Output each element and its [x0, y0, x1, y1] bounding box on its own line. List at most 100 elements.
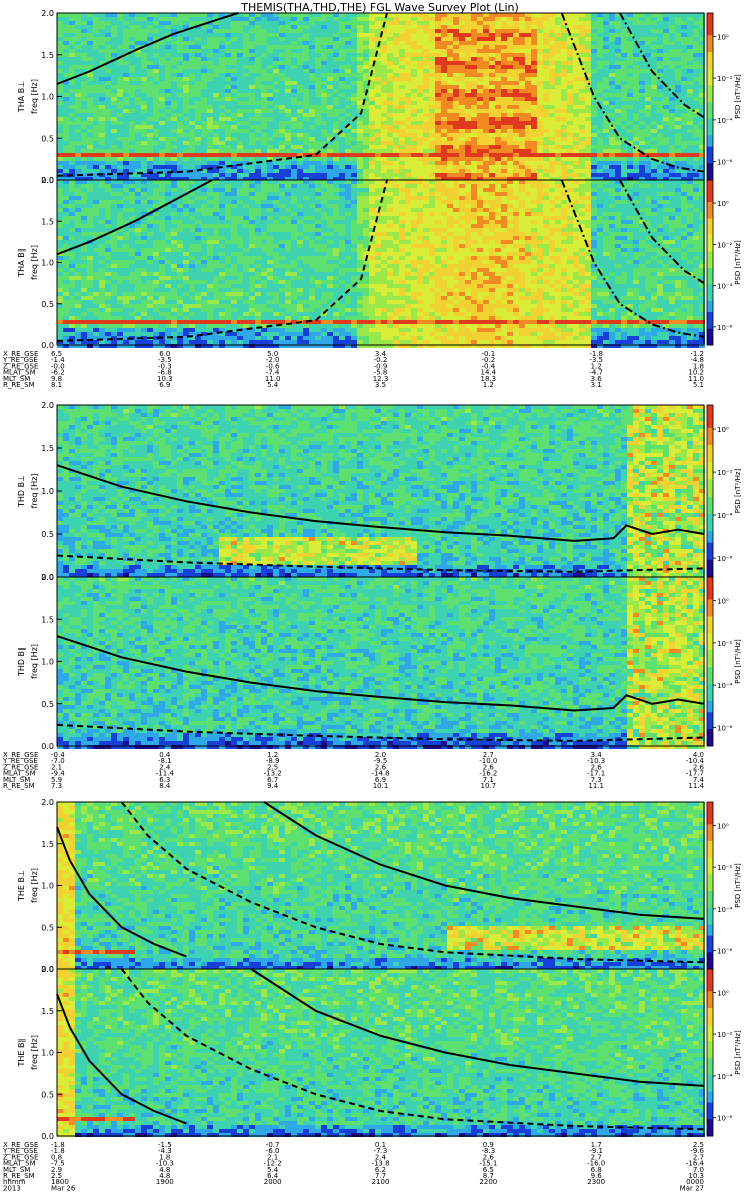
y-axis-label: THE B⊥	[17, 870, 26, 902]
ephemeris-value: 2000	[264, 1178, 282, 1186]
ephemeris-value: 2100	[372, 1178, 390, 1186]
ephemeris-value: 5.1	[693, 381, 704, 389]
colorbar-tick-label: 10⁻²	[717, 75, 733, 83]
y-axis-unit: freq [Hz]	[30, 245, 39, 280]
y-axis-unit: freq [Hz]	[30, 1035, 39, 1070]
colorbar-tick-label: 10⁻²	[717, 469, 733, 477]
ephemeris-value: 1.2	[483, 381, 494, 389]
y-tick-label: 0.5	[41, 134, 54, 143]
colorbar-tick-label: 10⁻⁶	[717, 555, 733, 563]
y-tick-label: 0.0	[41, 742, 54, 751]
ephemeris-row-label: 2013	[3, 1184, 21, 1192]
colorbar-label: PSD [nT²/Hz]	[734, 1030, 742, 1075]
colorbar-label: PSD [nT²/Hz]	[734, 74, 742, 119]
y-tick-label: 1.5	[41, 615, 54, 624]
ephemeris-value: 8.4	[159, 782, 171, 790]
colorbar-tick-label: 10⁻⁴	[717, 906, 733, 914]
spectrogram-panel-the-par: 0.0 0.5 1.0 1.5 2.0 THE B∥ freq [Hz] 10⁰ 10⁻² 10⁻…	[17, 965, 742, 1141]
colorbar-tick-label: 10⁻⁶	[717, 948, 733, 956]
y-axis-unit: freq [Hz]	[30, 474, 39, 509]
ephemeris-value: 5.4	[267, 381, 279, 389]
colorbar-tick-label: 10⁰	[717, 426, 729, 434]
y-axis-label: THD B⊥	[17, 475, 26, 508]
ephemeris-table: X_RE_GSEY_RE_GSEZ_RE_GSEMLAT_SMMLT_SMR_R…	[2, 751, 705, 790]
y-axis-label: THE B∥	[17, 1039, 26, 1068]
y-axis-unit: freq [Hz]	[30, 868, 39, 903]
y-tick-label: 0.0	[41, 1132, 54, 1141]
colorbar-tick-label: 10⁻²	[717, 1031, 733, 1039]
colorbar-label: PSD [nT²/Hz]	[734, 863, 742, 908]
y-tick-label: 1.5	[41, 51, 54, 60]
colorbar-label: PSD [nT²/Hz]	[734, 240, 742, 285]
y-tick-label: 1.0	[41, 93, 54, 102]
colorbar-tick-label: 10⁻²	[717, 864, 733, 872]
ephemeris-value: 3.5	[375, 381, 386, 389]
heatmap-cells	[57, 180, 705, 348]
heatmap-cells	[57, 13, 705, 181]
colorbar-tick-label: 10⁻⁴	[717, 682, 733, 690]
y-tick-label: 1.0	[41, 1049, 54, 1058]
y-axis-label: THA B⊥	[17, 81, 26, 113]
ephemeris-value: 7.3	[51, 782, 62, 790]
ephemeris-value: 2200	[479, 1178, 497, 1186]
y-axis-label: THD B∥	[17, 647, 26, 677]
y-tick-label: 1.5	[41, 1007, 54, 1016]
y-tick-label: 1.5	[41, 840, 54, 849]
y-tick-label: 0.0	[41, 341, 54, 350]
ephemeris-table: X_RE_GSEY_RE_GSEZ_RE_GSEMLAT_SMMLT_SMR_R…	[2, 350, 704, 389]
y-tick-label: 1.5	[41, 444, 54, 453]
heatmap-cells	[57, 405, 705, 577]
spectrogram-panels: 0.0 0.5 1.0 1.5 2.0 THA B⊥ freq [Hz] 10⁰ 10⁻² 10⁻…	[17, 9, 742, 1141]
y-tick-label: 0.5	[41, 300, 54, 309]
y-axis-unit: freq [Hz]	[30, 79, 39, 114]
ephemeris-value: 11.1	[588, 782, 604, 790]
y-tick-label: 2.0	[41, 965, 54, 974]
ephemeris-value: 8.1	[51, 381, 62, 389]
y-tick-label: 1.5	[41, 217, 54, 226]
ephemeris-value: 1900	[156, 1178, 174, 1186]
y-tick-label: 0.5	[41, 1090, 54, 1099]
y-tick-label: 1.0	[41, 658, 54, 667]
colorbar-tick-label: 10⁻⁴	[717, 117, 733, 125]
colorbar: 10⁰ 10⁻² 10⁻⁴ 10⁻⁶ PSD [nT²/Hz]	[707, 802, 742, 970]
colorbar-tick-label: 10⁰	[717, 33, 729, 41]
colorbar-tick-label: 10⁻⁴	[717, 283, 733, 291]
y-tick-label: 2.0	[41, 401, 54, 410]
colorbar-label: PSD [nT²/Hz]	[734, 468, 742, 513]
colorbar-tick-label: 10⁰	[717, 989, 729, 997]
colorbar-tick-label: 10⁻⁴	[717, 1073, 733, 1081]
ephemeris-table: X_RE_GSEY_RE_GSEZ_RE_GSEMLAT_SMMLT_SMR_R…	[2, 1141, 705, 1192]
y-axis-unit: freq [Hz]	[30, 644, 39, 679]
figure-title: THEMIS(THA,THD,THE) FGL Wave Survey Plot…	[240, 1, 519, 14]
colorbar-label: PSD [nT²/Hz]	[734, 639, 742, 684]
colorbar-tick-label: 10⁰	[717, 822, 729, 830]
y-tick-label: 0.5	[41, 923, 54, 932]
ephemeris-value: 3.1	[591, 381, 602, 389]
ephemeris-value: 10.7	[481, 782, 497, 790]
colorbar-tick-label: 10⁻⁶	[717, 324, 733, 332]
colorbar-tick-label: 10⁻²	[717, 640, 733, 648]
y-tick-label: 0.5	[41, 700, 54, 709]
ephemeris-value: 6.9	[159, 381, 170, 389]
ephemeris-value: 11.4	[688, 782, 704, 790]
colorbar-tick-label: 10⁻⁶	[717, 724, 733, 732]
ephemeris-row-label: R_RE_SM	[3, 381, 35, 389]
ephemeris-value: 9.4	[267, 782, 279, 790]
y-tick-label: 2.0	[41, 798, 54, 807]
ephemeris-value: 10.1	[373, 782, 389, 790]
y-tick-label: 2.0	[41, 176, 54, 185]
y-tick-label: 1.0	[41, 882, 54, 891]
ephemeris-row-label: R_RE_SM	[3, 782, 35, 790]
colorbar-tick-label: 10⁻⁴	[717, 512, 733, 520]
y-tick-label: 1.0	[41, 259, 54, 268]
